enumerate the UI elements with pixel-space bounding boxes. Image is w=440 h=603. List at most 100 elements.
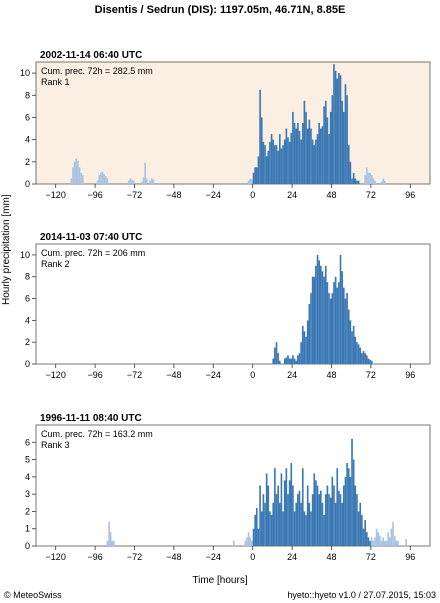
bar-p2-s1-41 xyxy=(351,331,353,364)
bar-p1-s6-35 xyxy=(310,128,312,184)
bar-p2-s1-7 xyxy=(295,360,298,364)
bar-p1-s7-2 xyxy=(354,178,357,184)
bar-p1-s6-10 xyxy=(269,141,271,184)
bar-p3-s3-45 xyxy=(326,485,329,546)
bar-p3-s3-23 xyxy=(290,463,293,546)
xtick-label-p2-24: 24 xyxy=(287,370,297,380)
bar-p2-s1-51 xyxy=(367,358,370,364)
bar-p2-s1-34 xyxy=(339,254,342,364)
bar-p1-s6-43 xyxy=(323,106,325,184)
bar-p3-s3-16 xyxy=(278,502,281,546)
ytick-label-p3-6: 6 xyxy=(25,437,30,447)
bar-p3-s0-2 xyxy=(109,532,112,546)
bar-p2-s1-30 xyxy=(333,282,335,364)
bar-p1-s6-23 xyxy=(290,132,293,184)
bar-p1-s1-5 xyxy=(104,176,107,184)
bar-p2-s1-43 xyxy=(354,336,357,364)
xtick-label-p2--24: −24 xyxy=(206,370,221,380)
bar-p3-s3-67 xyxy=(362,528,365,546)
bar-p3-s4-7 xyxy=(382,537,385,546)
bar-p3-s3-15 xyxy=(277,485,279,546)
panel-1-title: 2002-11-14 06:40 UTC xyxy=(40,50,143,61)
bar-p3-s4-11 xyxy=(388,537,391,546)
bar-p3-s3-42 xyxy=(321,502,324,546)
bar-p3-s3-2 xyxy=(255,507,258,546)
bar-p3-s3-1 xyxy=(254,514,256,546)
bar-p3-s3-5 xyxy=(260,511,263,546)
bar-p3-s3-53 xyxy=(339,494,342,546)
bar-p2-s1-46 xyxy=(359,347,362,364)
bar-p1-s6-14 xyxy=(275,145,278,184)
xtick-label-p1-0: 0 xyxy=(250,190,255,200)
bar-p3-s2-1 xyxy=(246,537,248,546)
bar-p1-s6-27 xyxy=(297,123,299,184)
ytick-label-p1-6: 6 xyxy=(25,112,30,122)
bar-p3-s0-1 xyxy=(108,521,110,546)
bar-p2-s1-42 xyxy=(352,325,355,364)
bar-p3-s3-38 xyxy=(315,480,317,546)
ytick-label-p2-4: 4 xyxy=(25,315,30,325)
bar-p2-s1-12 xyxy=(303,331,306,364)
bar-p1-s6-49 xyxy=(333,64,335,184)
bar-p1-s6-1 xyxy=(254,167,256,184)
bar-p1-s4-0 xyxy=(149,180,151,184)
bar-p1-s6-22 xyxy=(288,141,291,184)
xtick-label-p2--72: −72 xyxy=(127,370,142,380)
bar-p3-s4-16 xyxy=(397,540,399,546)
ytick-label-p1-4: 4 xyxy=(25,135,30,145)
bar-p3-s3-26 xyxy=(295,502,298,546)
bar-p3-s3-57 xyxy=(346,463,348,546)
bar-p3-s3-35 xyxy=(310,511,312,546)
bar-p3-s3-39 xyxy=(316,485,319,546)
bar-p1-s8-2 xyxy=(367,172,370,184)
bar-p3-s4-13 xyxy=(392,521,394,546)
bar-p2-s1-17 xyxy=(311,276,314,364)
bar-p1-s8-6 xyxy=(374,180,376,184)
bar-p3-s3-68 xyxy=(364,520,366,546)
ytick-label-p3-1: 1 xyxy=(25,524,30,534)
bar-p3-s3-71 xyxy=(369,540,371,546)
ytick-label-p1-8: 8 xyxy=(25,90,30,100)
bar-p3-s2-3 xyxy=(249,537,252,546)
bar-p1-s1-1 xyxy=(98,175,101,184)
bar-p3-s3-41 xyxy=(320,490,322,546)
bar-p2-s1-11 xyxy=(301,325,304,364)
bar-p3-s3-9 xyxy=(267,485,270,546)
bar-p1-s6-29 xyxy=(300,139,302,184)
bar-p3-s3-30 xyxy=(301,468,304,546)
bar-p1-s6-38 xyxy=(315,139,317,184)
bar-p2-s1-31 xyxy=(334,276,337,364)
bar-p2-s1-19 xyxy=(315,265,317,364)
bar-p1-s2-0 xyxy=(127,180,130,184)
bar-p2-s0-2 xyxy=(275,342,278,364)
xtick-label-p3--120: −120 xyxy=(46,552,66,562)
bar-p3-s3-33 xyxy=(306,485,309,546)
bar-p1-s7-4 xyxy=(357,180,360,184)
bar-p3-s3-48 xyxy=(331,476,334,546)
ytick-label-p3-3: 3 xyxy=(25,489,30,499)
bar-p3-s4-8 xyxy=(384,540,386,546)
bar-p2-s1-37 xyxy=(344,298,347,364)
bar-p3-s2-0 xyxy=(244,540,247,546)
bar-p1-s6-20 xyxy=(285,128,288,184)
bar-p2-s1-50 xyxy=(365,355,368,364)
bar-p2-s1-10 xyxy=(300,342,302,364)
bar-p3-s4-4 xyxy=(377,532,380,546)
bar-p3-s3-24 xyxy=(292,485,294,546)
bar-p1-s7-1 xyxy=(352,172,355,184)
bar-p3-s3-63 xyxy=(356,494,358,546)
bar-p3-s3-36 xyxy=(311,494,314,546)
bar-p2-s1-0 xyxy=(283,358,286,364)
bar-p2-s1-3 xyxy=(288,358,291,364)
bar-p2-s1-26 xyxy=(326,282,329,364)
bar-p3-s0-0 xyxy=(106,540,109,546)
bar-p3-s3-7 xyxy=(264,502,266,546)
bar-p2-s0-0 xyxy=(272,358,275,364)
bar-p3-s3-40 xyxy=(318,494,321,546)
bar-p3-s0-3 xyxy=(111,540,114,546)
bar-p1-s2-2 xyxy=(131,179,133,184)
panel-1-frame xyxy=(35,61,431,185)
bar-p3-s3-13 xyxy=(274,468,276,546)
bar-p1-s9-1 xyxy=(382,178,385,184)
bar-p3-s4-12 xyxy=(390,528,393,546)
